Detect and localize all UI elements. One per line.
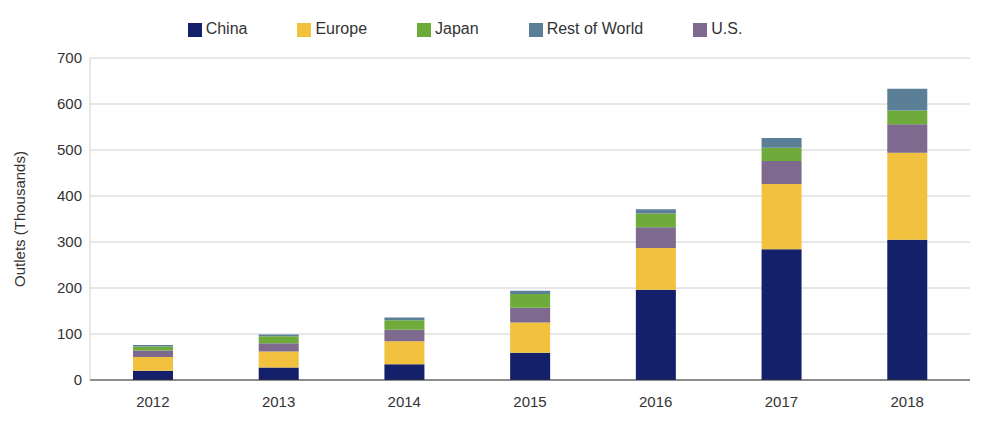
svg-text:Outlets (Thousands): Outlets (Thousands) [11, 151, 28, 287]
svg-text:300: 300 [57, 233, 82, 250]
svg-text:500: 500 [57, 141, 82, 158]
svg-text:100: 100 [57, 325, 82, 342]
svg-text:2016: 2016 [639, 393, 672, 410]
svg-text:2018: 2018 [890, 393, 923, 410]
html-text:China: China [205, 20, 248, 37]
svg-text:2015: 2015 [513, 393, 546, 410]
svg-text:400: 400 [57, 187, 82, 204]
svg-text:2014: 2014 [388, 393, 421, 410]
svg-text:600: 600 [57, 95, 82, 112]
svg-text:700: 700 [57, 49, 82, 66]
html-text:U.S.: U.S. [711, 20, 743, 37]
svg-text:2017: 2017 [765, 393, 798, 410]
html-text:Japan: Japan [435, 20, 479, 37]
svg-text:0: 0 [74, 371, 82, 388]
svg-text:2012: 2012 [136, 393, 169, 410]
svg-text:200: 200 [57, 279, 82, 296]
html-text:Rest of World: Rest of World [546, 20, 644, 37]
html-text:Europe: Europe [315, 20, 367, 37]
svg-text:2013: 2013 [262, 393, 295, 410]
